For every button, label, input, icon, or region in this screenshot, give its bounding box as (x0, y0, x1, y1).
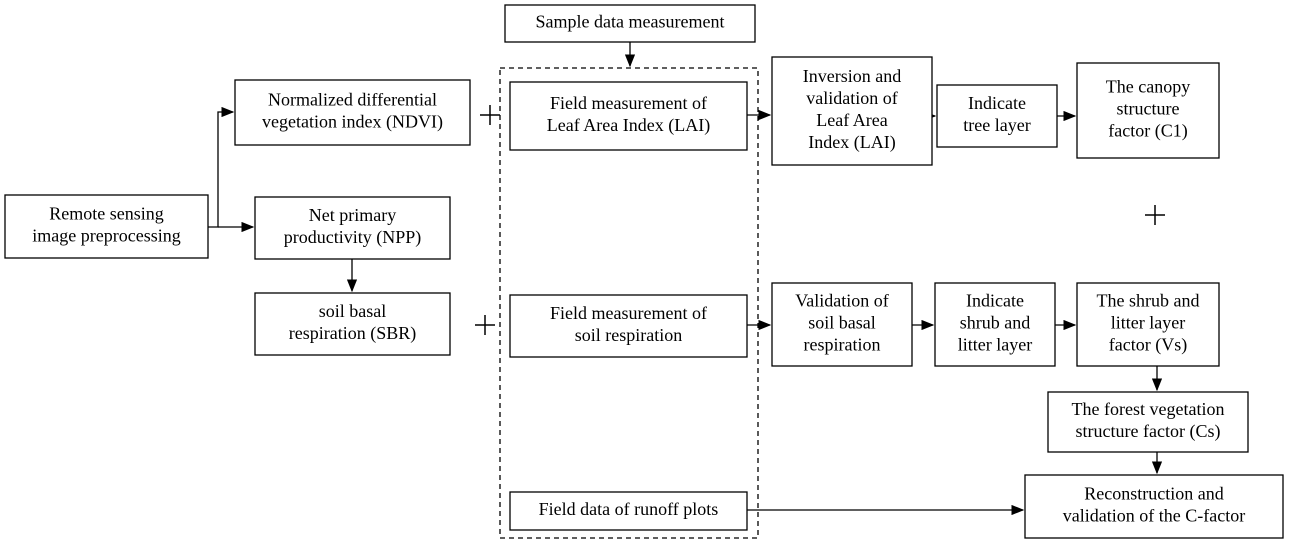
node-box (1047, 391, 1249, 453)
node-label: Reconstruction and (1084, 484, 1223, 504)
node-label: Net primary (309, 205, 396, 225)
node-label: litter layer (1111, 313, 1185, 333)
node-label: soil respiration (575, 325, 682, 345)
node-box (504, 4, 756, 43)
node-label: The canopy (1106, 77, 1190, 97)
node-label: Leaf Area (816, 110, 887, 130)
node-label: soil basal (808, 313, 876, 333)
node-label: structure (1117, 99, 1180, 119)
node-label: factor (Vs) (1109, 335, 1187, 356)
node-box (771, 282, 913, 367)
node-label: productivity (NPP) (284, 227, 422, 248)
node-label: litter layer (958, 335, 1032, 355)
nodes: Sample data measurement Remote sensingima… (4, 4, 1284, 539)
node-box (1076, 62, 1220, 159)
node-label: soil basal (319, 301, 387, 321)
node-box (254, 196, 451, 260)
node-box (936, 84, 1058, 148)
node-label: Field data of runoff plots (539, 499, 719, 519)
node-box (771, 56, 933, 166)
node-label: respiration (SBR) (289, 323, 417, 344)
node-label: Field measurement of (550, 303, 707, 323)
node-label: Leaf Area Index (LAI) (547, 115, 710, 136)
node-label: shrub and (960, 313, 1031, 333)
node-label: validation of (806, 88, 897, 108)
node-label: The forest vegetation (1072, 399, 1225, 419)
node-label: Normalized differential (268, 90, 437, 110)
node-box (509, 81, 748, 151)
node-label: factor (C1) (1108, 121, 1187, 142)
node-box (934, 282, 1056, 367)
node-label: Indicate (966, 291, 1024, 311)
node-box (1024, 474, 1284, 539)
node-label: Field measurement of (550, 93, 707, 113)
node-label: Validation of (795, 291, 888, 311)
node-label: Indicate (968, 93, 1026, 113)
node-box (234, 79, 471, 146)
node-box (1076, 282, 1220, 367)
node-label: Sample data measurement (536, 12, 725, 32)
plus-signs (475, 105, 1165, 335)
node-label: vegetation index (NDVI) (262, 112, 443, 133)
node-label: Index (LAI) (808, 132, 895, 153)
node-label: respiration (804, 335, 881, 355)
node-box (509, 491, 748, 531)
node-box (254, 292, 451, 356)
node-label: Remote sensing (49, 204, 164, 224)
node-label: Inversion and (803, 66, 901, 86)
node-label: validation of the C-factor (1063, 506, 1245, 526)
dashed-group (499, 67, 759, 539)
node-label: The shrub and (1097, 291, 1200, 311)
node-label: tree layer (963, 115, 1030, 135)
node-box (4, 194, 209, 259)
connectors (208, 42, 1163, 516)
node-box (509, 294, 748, 358)
node-label: image preprocessing (32, 226, 180, 246)
node-label: structure factor (Cs) (1076, 421, 1221, 442)
